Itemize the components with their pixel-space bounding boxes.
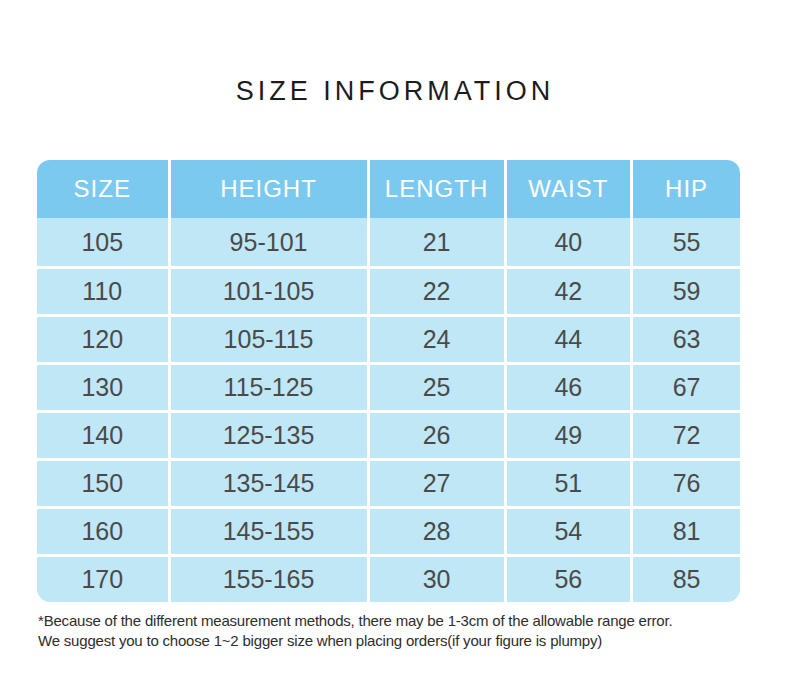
cell-waist: 49	[507, 410, 634, 458]
cell-hip: 63	[633, 314, 740, 362]
table-row: 140 125-135 26 49 72	[37, 410, 740, 458]
cell-hip: 85	[633, 554, 740, 602]
cell-height: 95-101	[171, 218, 370, 266]
cell-hip: 55	[633, 218, 740, 266]
cell-height: 135-145	[171, 458, 370, 506]
cell-size: 150	[37, 458, 171, 506]
column-header-length: LENGTH	[370, 160, 507, 218]
cell-height: 115-125	[171, 362, 370, 410]
cell-length: 21	[370, 218, 507, 266]
cell-length: 28	[370, 506, 507, 554]
cell-waist: 51	[507, 458, 634, 506]
cell-waist: 54	[507, 506, 634, 554]
cell-hip: 76	[633, 458, 740, 506]
cell-hip: 59	[633, 266, 740, 314]
footnote-line-2: We suggest you to choose 1~2 bigger size…	[38, 631, 790, 651]
cell-size: 140	[37, 410, 171, 458]
cell-size: 160	[37, 506, 171, 554]
cell-hip: 81	[633, 506, 740, 554]
size-table-container: SIZE HEIGHT LENGTH WAIST HIP 105 95-101 …	[37, 160, 740, 602]
cell-height: 105-115	[171, 314, 370, 362]
cell-waist: 40	[507, 218, 634, 266]
cell-length: 26	[370, 410, 507, 458]
table-header-row: SIZE HEIGHT LENGTH WAIST HIP	[37, 160, 740, 218]
page-title: SIZE INFORMATION	[0, 78, 790, 105]
column-header-hip: HIP	[633, 160, 740, 218]
cell-waist: 56	[507, 554, 634, 602]
table-row: 160 145-155 28 54 81	[37, 506, 740, 554]
footnote-line-1: *Because of the different measurement me…	[38, 611, 790, 631]
table-row: 120 105-115 24 44 63	[37, 314, 740, 362]
cell-waist: 42	[507, 266, 634, 314]
cell-waist: 44	[507, 314, 634, 362]
cell-length: 30	[370, 554, 507, 602]
cell-hip: 72	[633, 410, 740, 458]
column-header-size: SIZE	[37, 160, 171, 218]
cell-size: 130	[37, 362, 171, 410]
table-row: 150 135-145 27 51 76	[37, 458, 740, 506]
footnote: *Because of the different measurement me…	[38, 611, 790, 651]
size-table: SIZE HEIGHT LENGTH WAIST HIP 105 95-101 …	[37, 160, 740, 602]
cell-size: 110	[37, 266, 171, 314]
cell-length: 22	[370, 266, 507, 314]
column-header-waist: WAIST	[507, 160, 634, 218]
cell-size: 170	[37, 554, 171, 602]
cell-length: 24	[370, 314, 507, 362]
cell-length: 27	[370, 458, 507, 506]
cell-height: 101-105	[171, 266, 370, 314]
column-header-height: HEIGHT	[171, 160, 370, 218]
cell-height: 145-155	[171, 506, 370, 554]
cell-size: 105	[37, 218, 171, 266]
cell-length: 25	[370, 362, 507, 410]
cell-height: 125-135	[171, 410, 370, 458]
cell-waist: 46	[507, 362, 634, 410]
cell-height: 155-165	[171, 554, 370, 602]
table-row: 130 115-125 25 46 67	[37, 362, 740, 410]
table-row: 110 101-105 22 42 59	[37, 266, 740, 314]
table-row: 105 95-101 21 40 55	[37, 218, 740, 266]
cell-hip: 67	[633, 362, 740, 410]
cell-size: 120	[37, 314, 171, 362]
table-row: 170 155-165 30 56 85	[37, 554, 740, 602]
